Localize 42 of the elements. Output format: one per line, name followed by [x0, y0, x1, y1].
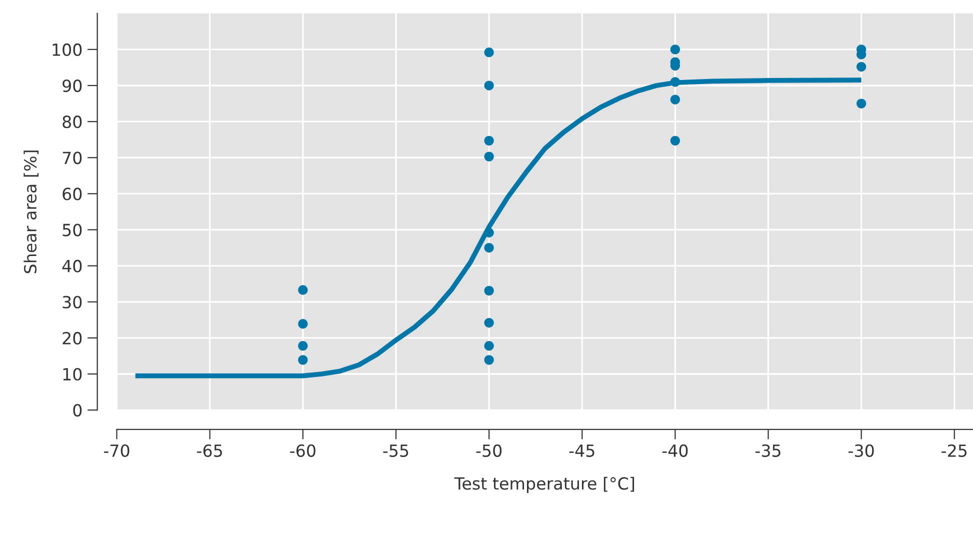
point — [856, 62, 866, 72]
point — [298, 285, 308, 295]
point — [484, 286, 494, 296]
y-tick-label: 40 — [62, 260, 82, 272]
x-tick-label: -30 — [848, 444, 874, 457]
y-tick-label: 0 — [73, 404, 82, 417]
y-tick-label: 20 — [62, 332, 82, 344]
point — [298, 341, 308, 351]
x-tick-label: -35 — [755, 444, 780, 457]
y-tick-label: 90 — [62, 79, 82, 92]
x-axis-title: Test temperature [°C] — [454, 476, 634, 493]
y-tick-label: 30 — [62, 296, 82, 308]
y-tick-label: 80 — [62, 116, 82, 128]
point — [670, 44, 680, 54]
point — [484, 318, 494, 328]
x-tick-label: -40 — [662, 444, 688, 457]
y-tick-label: 70 — [62, 152, 82, 164]
x-tick-label: -45 — [569, 444, 594, 457]
x-tick-label: -60 — [290, 444, 316, 457]
point — [670, 77, 680, 87]
point — [484, 152, 494, 162]
point — [298, 355, 308, 365]
point — [484, 136, 494, 146]
y-tick-label: 60 — [62, 188, 82, 200]
point — [670, 94, 680, 104]
point — [484, 242, 494, 253]
y-tick-label: 100 — [52, 43, 82, 56]
y-axis-title: Shear area [%] — [24, 150, 39, 274]
point — [484, 341, 494, 351]
y-tick-label: 50 — [62, 224, 82, 236]
x-tick-label: -65 — [197, 444, 222, 457]
x-tick-label: -50 — [476, 444, 502, 457]
point — [298, 319, 308, 329]
point — [484, 355, 494, 365]
x-tick-label: -70 — [104, 444, 130, 457]
point — [670, 136, 680, 146]
point — [484, 48, 494, 58]
point — [856, 98, 866, 108]
y-tick-label: 10 — [63, 368, 82, 381]
x-tick-label: -25 — [942, 444, 967, 457]
x-tick-label: -55 — [383, 444, 408, 457]
point — [484, 80, 494, 90]
